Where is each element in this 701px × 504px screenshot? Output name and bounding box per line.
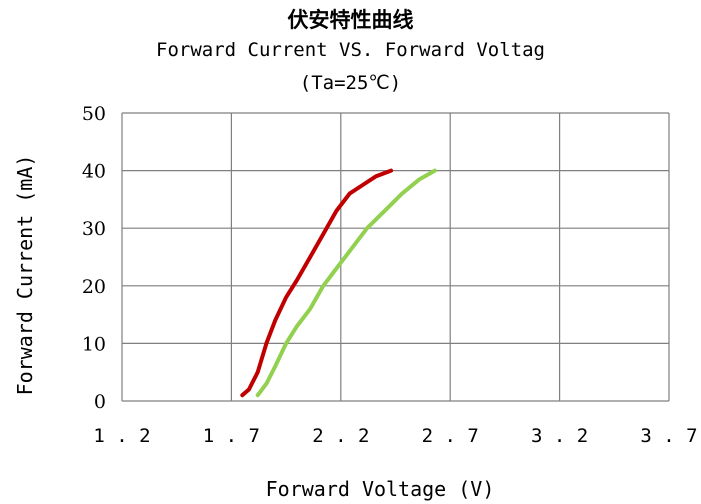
x-tick-label: 3 . 2: [531, 425, 588, 447]
series-line-1: [240, 168, 394, 398]
x-tick-label: 2 . 7: [422, 425, 479, 447]
chart-subtitle-condition: (Ta=25℃): [299, 72, 402, 94]
y-tick-label: 0: [94, 391, 106, 413]
grid: [121, 112, 670, 402]
chart-title: 伏安特性曲线: [287, 8, 414, 32]
chart-subtitle: Forward Current VS. Forward Voltag: [156, 39, 545, 61]
x-axis-label: Forward Voltage (V): [266, 477, 495, 501]
x-tick-label: 2 . 2: [312, 425, 369, 447]
y-tick-label: 30: [82, 218, 106, 240]
x-tick-label: 1 . 7: [203, 425, 260, 447]
y-tick-label: 50: [82, 103, 106, 125]
y-tick-label: 40: [82, 161, 106, 183]
y-tick-label: 20: [82, 276, 106, 298]
x-tick-label: 3 . 7: [640, 425, 697, 447]
series-line-2: [255, 168, 437, 398]
y-axis-label: Forward Current (mA): [13, 155, 37, 396]
x-tick-labels: 1 . 2 1 . 7 2 . 2 2 . 7 3 . 2 3 . 7: [93, 425, 697, 447]
y-tick-labels: 0 10 20 30 40 50: [82, 103, 106, 413]
series-lines: [240, 168, 437, 398]
y-tick-label: 10: [82, 333, 106, 355]
x-tick-label: 1 . 2: [93, 425, 150, 447]
